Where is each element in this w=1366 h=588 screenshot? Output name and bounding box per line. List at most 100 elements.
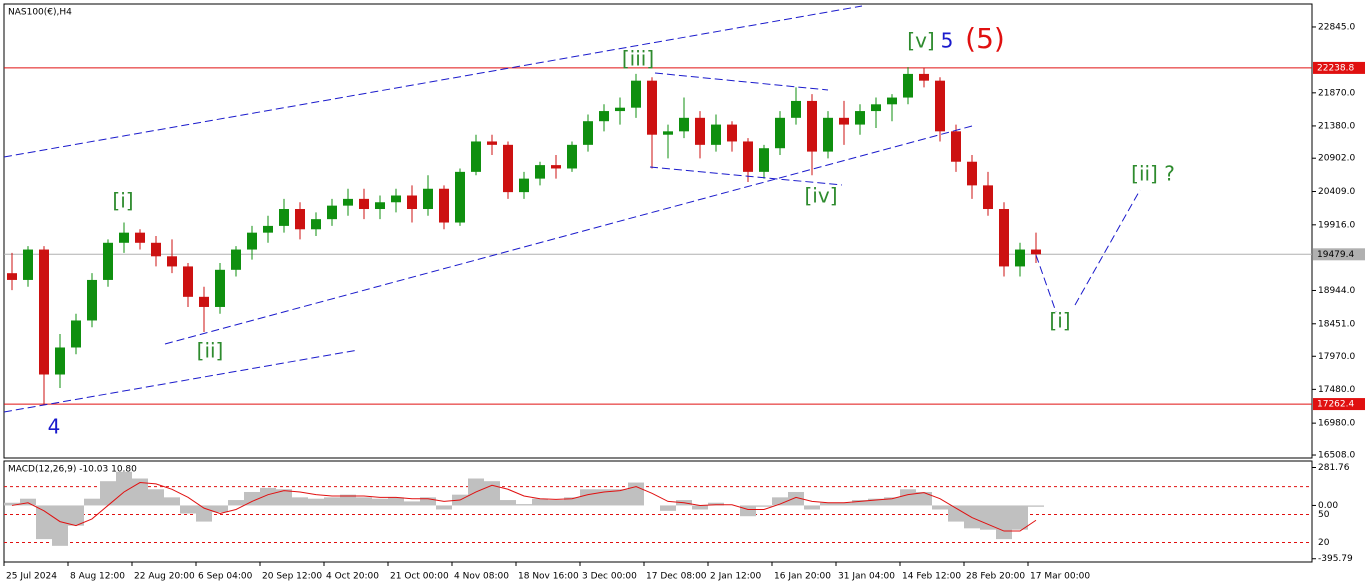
candle-body: [439, 188, 449, 223]
wave-label: [i]: [1049, 309, 1070, 333]
y-tick-label: 16508.0: [1318, 451, 1355, 461]
candle-body: [263, 225, 273, 233]
macd-bar: [212, 505, 228, 513]
x-tick-label: 14 Feb 12:00: [902, 572, 961, 582]
x-tick-label: 25 Jul 2024: [6, 572, 57, 582]
macd-bar: [4, 502, 20, 506]
macd-bar: [372, 498, 388, 506]
candle-body: [359, 198, 369, 210]
candle-body: [743, 141, 753, 172]
macd-bar: [516, 504, 532, 506]
candle-body: [935, 80, 945, 132]
macd-bar: [68, 505, 84, 526]
macd-level-label: 20: [1318, 538, 1330, 548]
macd-bar: [164, 497, 180, 506]
macd-bar: [1028, 505, 1044, 507]
macd-bar: [324, 497, 340, 506]
candle-body: [695, 117, 705, 145]
candle-body: [391, 195, 401, 203]
candle-body: [455, 171, 465, 223]
candle-body: [759, 148, 769, 172]
candle-body: [103, 242, 113, 280]
x-tick-label: 4 Oct 20:00: [326, 572, 379, 582]
x-tick-label: 31 Jan 04:00: [838, 572, 895, 582]
forecast-line: [1035, 254, 1057, 313]
macd-bar: [1012, 505, 1028, 530]
x-tick-label: 16 Jan 20:00: [774, 572, 831, 582]
candle-body: [247, 232, 257, 250]
price-tag-label: 22238.8: [1317, 63, 1354, 73]
macd-bar: [628, 482, 644, 506]
x-tick-label: 2 Jan 12:00: [710, 572, 762, 582]
macd-bar: [612, 489, 628, 506]
macd-bar: [548, 500, 564, 506]
symbol-label: NAS100(€),H4: [8, 8, 72, 18]
candle-body: [807, 100, 817, 152]
macd-bar: [868, 498, 884, 506]
candle-body: [535, 165, 545, 179]
macd-bar: [244, 491, 260, 506]
macd-bar: [980, 505, 996, 530]
candle-body: [71, 320, 81, 348]
y-tick-label: 17480.0: [1318, 385, 1355, 395]
price-tag-label: 17262.4: [1317, 400, 1354, 410]
x-tick-label: 28 Feb 20:00: [966, 572, 1025, 582]
candle-body: [951, 131, 961, 162]
candle-body: [327, 205, 337, 220]
candle-body: [567, 144, 577, 169]
macd-bar: [932, 505, 948, 510]
macd-tick-label: -395.79: [1318, 554, 1353, 564]
macd-tick-label: 0.00: [1318, 501, 1338, 511]
macd-bar: [884, 497, 900, 506]
candle-body: [279, 209, 289, 226]
macd-level-label: 50: [1318, 510, 1330, 520]
macd-bar: [180, 505, 196, 514]
candle-body: [791, 100, 801, 118]
macd-bar: [916, 491, 932, 506]
candle-body: [887, 97, 897, 105]
candle-body: [375, 202, 385, 210]
x-tick-label: 6 Sep 04:00: [198, 572, 253, 582]
y-tick-label: 18944.0: [1318, 286, 1355, 296]
candle-body: [215, 269, 225, 307]
macd-bar: [820, 502, 836, 506]
candle-body: [503, 144, 513, 193]
wave-label: 5: [941, 29, 954, 53]
channel-line: [164, 125, 973, 345]
wave-label: (5): [965, 22, 1005, 55]
macd-bar: [100, 481, 116, 506]
macd-bar: [532, 498, 548, 506]
y-tick-label: 20902.0: [1318, 154, 1355, 164]
triangle-line: [654, 72, 829, 91]
y-tick-label: 21380.0: [1318, 121, 1355, 131]
price-tag: [1313, 248, 1365, 261]
y-tick-label: 18451.0: [1318, 319, 1355, 329]
macd-bar: [804, 505, 820, 510]
x-tick-label: 17 Dec 08:00: [646, 572, 707, 582]
macd-bar: [596, 489, 612, 506]
x-tick-label: 8 Aug 12:00: [70, 572, 125, 582]
macd-bar: [276, 489, 292, 506]
candle-body: [119, 232, 129, 243]
macd-bar: [52, 505, 68, 546]
macd-bar: [996, 505, 1012, 540]
macd-bar: [308, 498, 324, 506]
candle-body: [999, 209, 1009, 267]
y-tick-label: 16980.0: [1318, 419, 1355, 429]
candle-body: [1031, 249, 1041, 255]
macd-bar: [356, 497, 372, 506]
candle-body: [583, 121, 593, 145]
macd-bar: [772, 497, 788, 506]
candle-body: [407, 195, 417, 210]
candle-body: [839, 117, 849, 125]
candle-body: [343, 198, 353, 206]
candle-body: [167, 256, 177, 267]
macd-tick-label: 281.76: [1318, 463, 1350, 473]
macd-bar: [852, 500, 868, 506]
wave-label: [ii]: [197, 339, 224, 363]
candle-body: [471, 141, 481, 172]
candle-body: [295, 209, 305, 230]
candle-body: [199, 296, 209, 307]
wave-label: [iii]: [622, 47, 654, 71]
